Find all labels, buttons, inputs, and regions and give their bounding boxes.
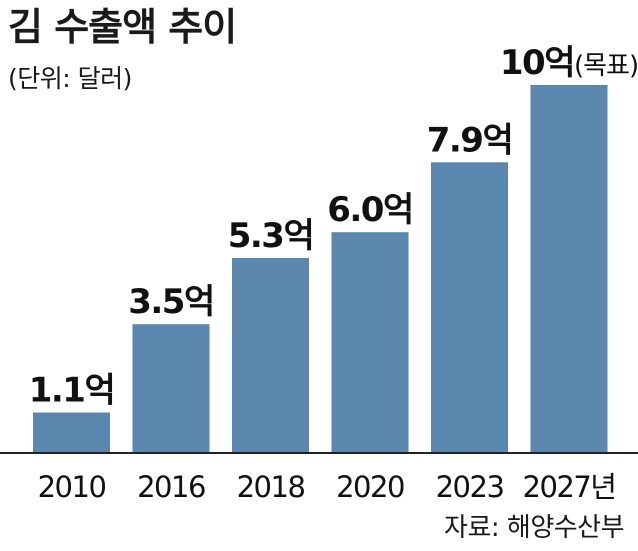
bar-2023 [431,162,508,453]
x-tick-label-2023: 2023 [436,470,504,504]
value-label-2020: 6.0억 [327,190,413,230]
value-label-2023: 7.9억 [427,120,513,160]
value-label-2016: 3.5억 [128,282,214,322]
bar-2016 [132,324,210,453]
x-tick-label-2027년: 2027년 [523,470,616,504]
x-tick-label-2020: 2020 [336,470,404,504]
source-note: 자료: 해양수산부 [444,513,624,543]
value-label-2027년: 10억(목표) [500,43,638,83]
bar-2027년 [530,85,608,453]
bar-2018 [232,257,309,453]
bar-2010 [33,412,110,453]
bar-2020 [331,232,409,453]
value-label-2018: 5.3억 [228,216,314,256]
x-tick-label-2016: 2016 [137,470,205,504]
x-tick-label-2010: 2010 [38,470,106,504]
chart-title: 김 수출액 추이 [8,5,237,49]
unit-note: (단위: 달러) [8,64,132,93]
value-label-2010: 1.1억 [29,371,115,411]
x-tick-label-2018: 2018 [237,470,305,504]
